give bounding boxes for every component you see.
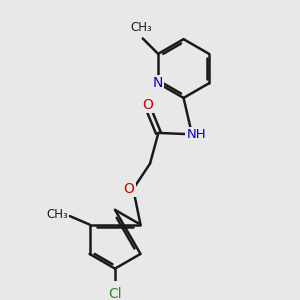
- Text: O: O: [142, 98, 153, 112]
- Text: CH₃: CH₃: [47, 208, 69, 221]
- Text: CH₃: CH₃: [130, 21, 152, 34]
- Text: Cl: Cl: [108, 287, 122, 300]
- Text: O: O: [124, 182, 134, 196]
- Text: N: N: [153, 76, 163, 90]
- Text: NH: NH: [186, 128, 206, 141]
